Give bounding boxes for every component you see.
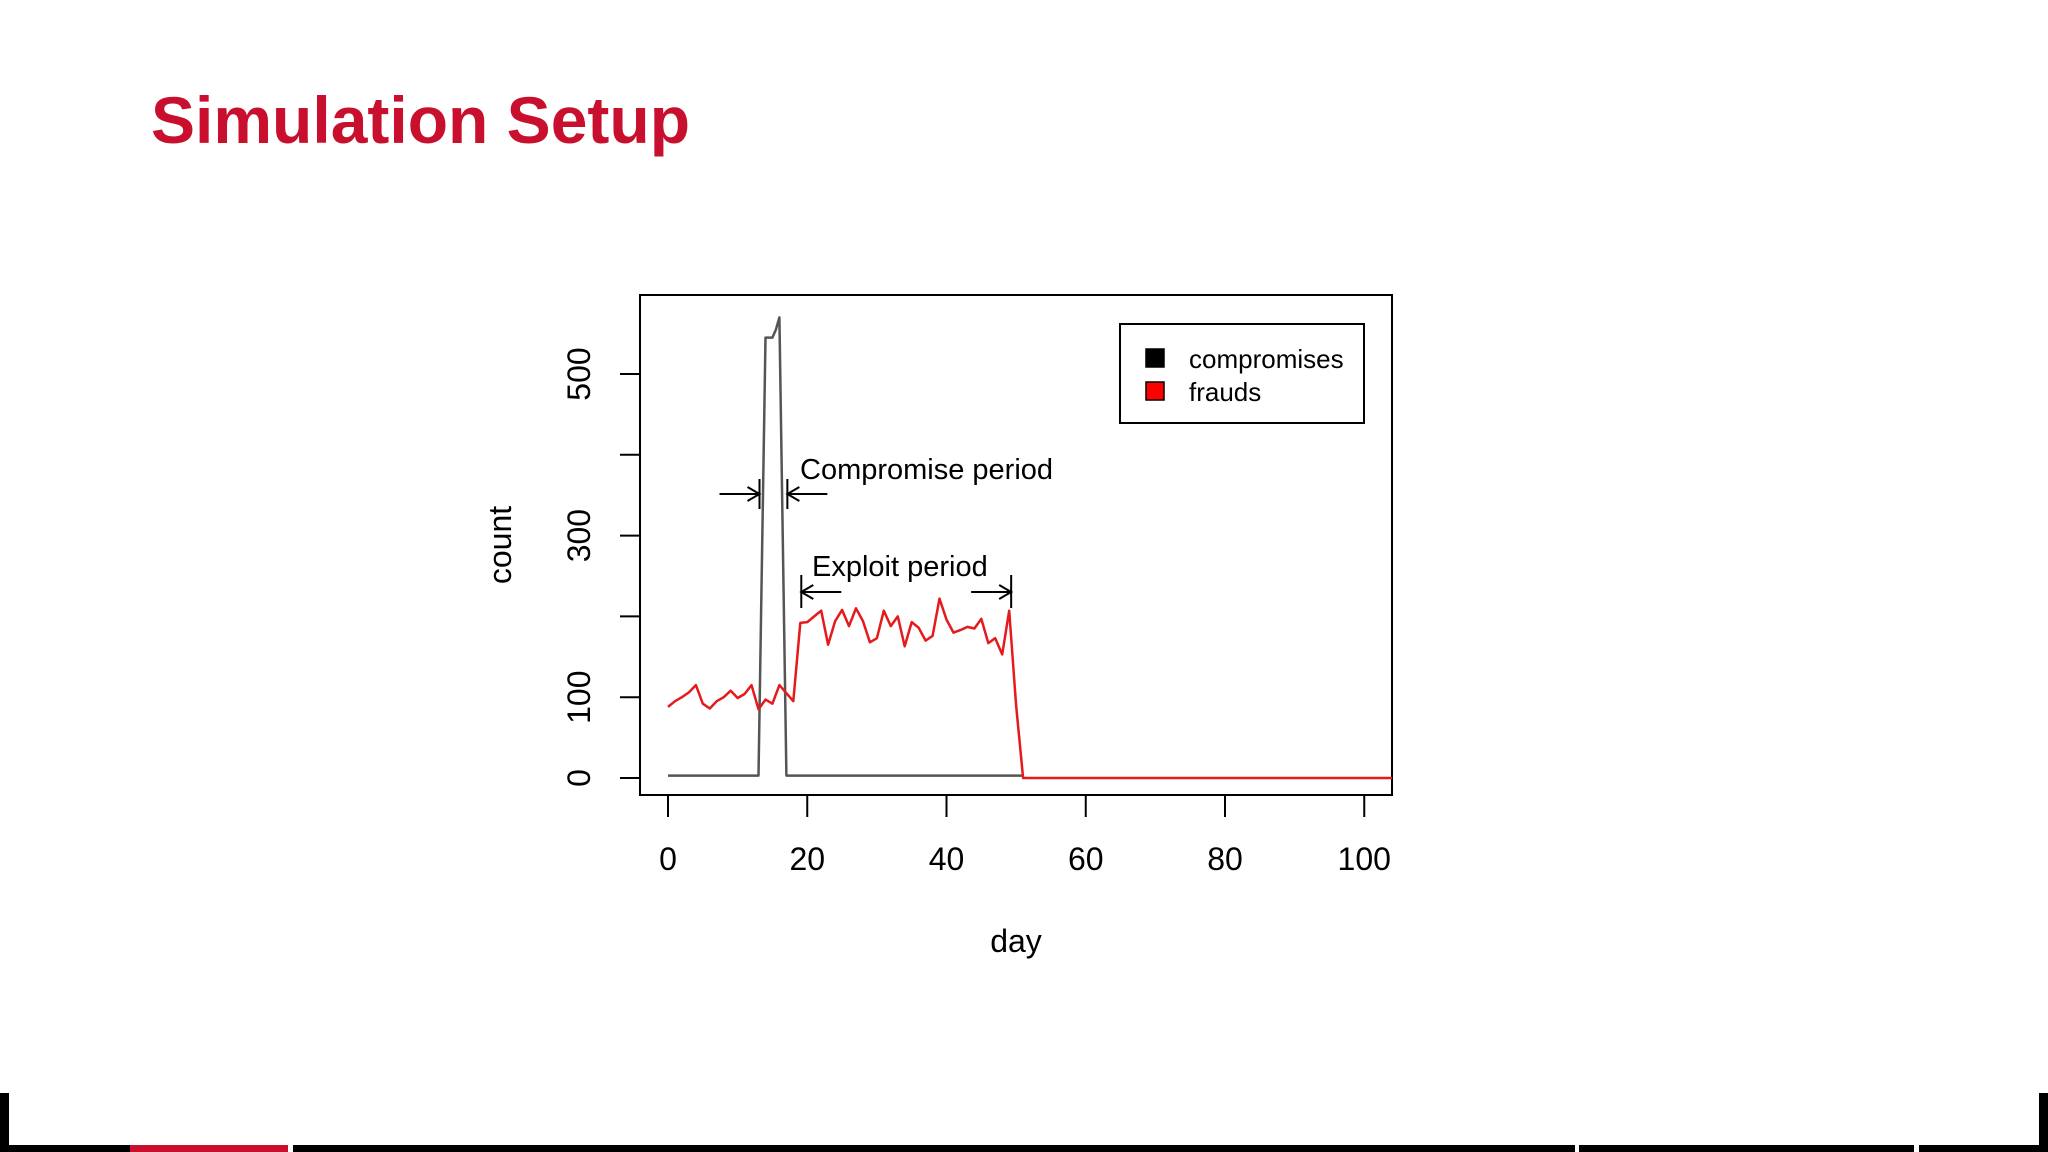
x-axis-label: day [990, 923, 1042, 959]
x-tick-label: 60 [1068, 841, 1104, 877]
series-line-frauds [667, 597, 1393, 780]
y-tick-label: 300 [561, 509, 597, 562]
bottom-navigation-bar [0, 1093, 2048, 1152]
x-tick-label: 100 [1338, 841, 1391, 877]
compromise-period-right-arrow-head [785, 486, 800, 502]
x-tick-label: 20 [789, 841, 825, 877]
y-tick-label: 500 [561, 347, 597, 400]
exploit-period-right-arrow-head [998, 584, 1014, 600]
plot-frame [639, 294, 1393, 796]
bottom-bar-progress-segment [130, 1145, 288, 1152]
legend-box [1119, 323, 1365, 424]
x-tick-label: 0 [659, 841, 677, 877]
y-tick-label: 100 [561, 671, 597, 724]
bottom-bar-right-edge [2039, 1093, 2048, 1152]
x-tick-label: 80 [1207, 841, 1243, 877]
bottom-bar-right-segment [1579, 1145, 1914, 1152]
bottom-bar-left-edge [0, 1093, 9, 1152]
x-tick-label: 40 [929, 841, 965, 877]
legend-label-frauds: frauds [1189, 377, 1261, 407]
y-axis-label: count [482, 506, 518, 584]
bottom-bar-far-right-segment [1919, 1145, 2048, 1152]
bottom-bar-left-segment [0, 1145, 130, 1152]
series-line-compromises [668, 316, 1024, 777]
annotation-exploit-period: Exploit period [812, 551, 988, 583]
exploit-period-left-arrow-head [799, 584, 814, 600]
legend-label-compromises: compromises [1189, 344, 1344, 374]
y-tick-label: 0 [561, 769, 597, 787]
slide-title: Simulation Setup [151, 83, 691, 157]
compromise-period-left-arrow-head [747, 486, 762, 502]
bottom-bar-middle-segment [293, 1145, 1575, 1152]
annotation-compromise-period: Compromise period [800, 454, 1053, 486]
legend-swatch-compromises [1145, 348, 1165, 368]
legend-swatch-frauds [1145, 381, 1165, 401]
